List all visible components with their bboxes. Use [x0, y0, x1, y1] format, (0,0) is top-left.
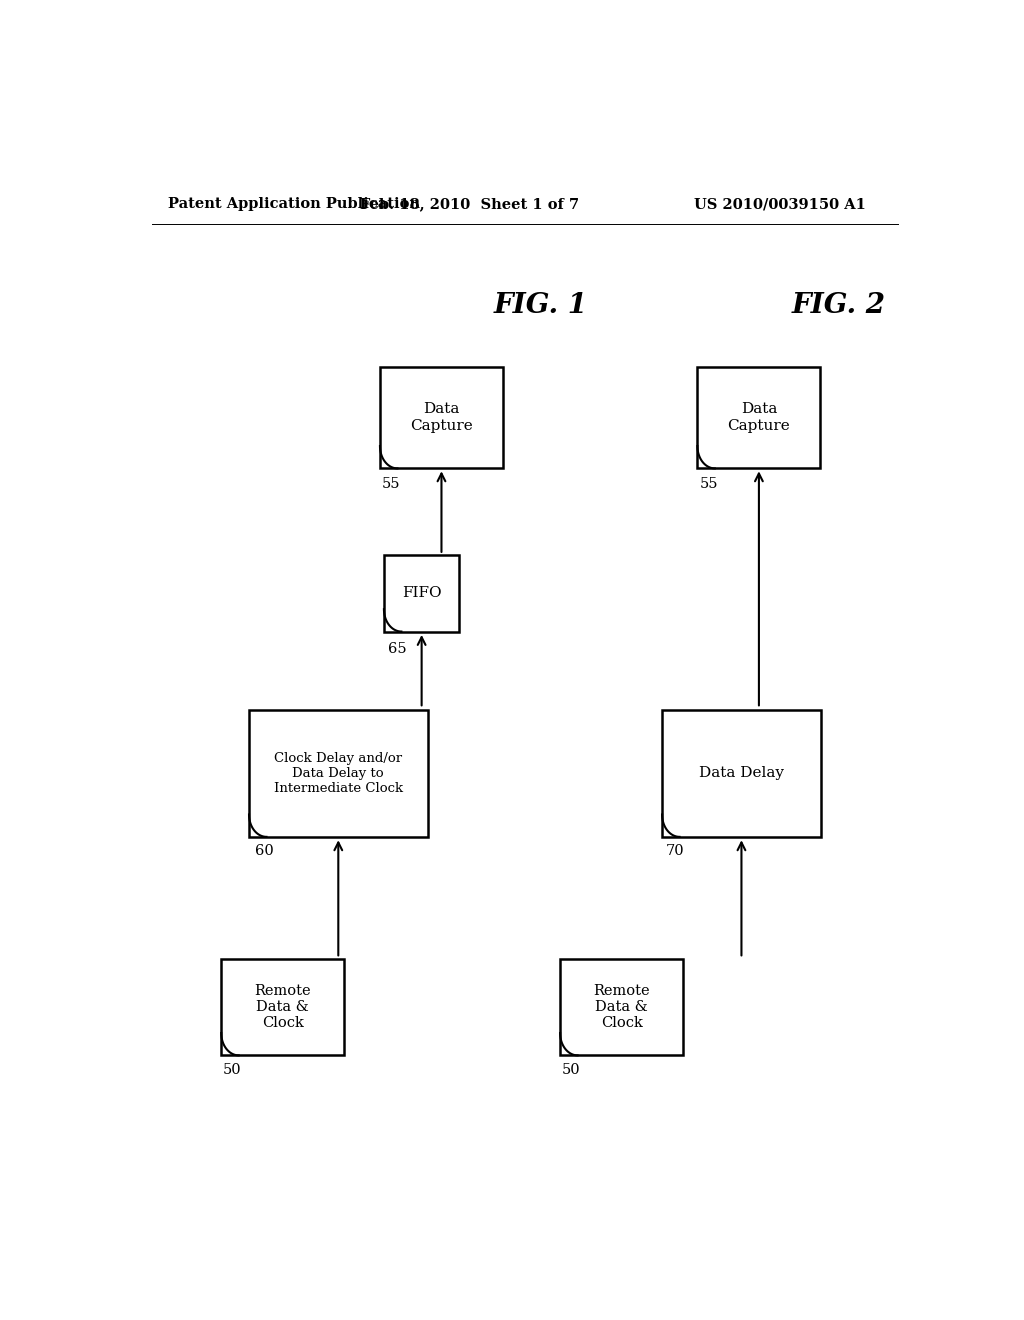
Text: US 2010/0039150 A1: US 2010/0039150 A1: [694, 197, 866, 211]
Text: Remote
Data &
Clock: Remote Data & Clock: [254, 983, 311, 1031]
Text: Remote
Data &
Clock: Remote Data & Clock: [593, 983, 650, 1031]
Bar: [249, 710, 428, 837]
Text: Data
Capture: Data Capture: [727, 403, 791, 433]
Text: 65: 65: [387, 643, 407, 656]
Text: Clock Delay and/or
Data Delay to
Intermediate Clock: Clock Delay and/or Data Delay to Interme…: [273, 752, 402, 795]
Bar: [560, 958, 683, 1056]
Text: Data
Capture: Data Capture: [410, 403, 473, 433]
Text: FIG. 2: FIG. 2: [792, 292, 886, 319]
Text: FIFO: FIFO: [401, 586, 441, 601]
Text: 50: 50: [562, 1063, 581, 1077]
Text: 55: 55: [382, 477, 400, 491]
Text: Patent Application Publication: Patent Application Publication: [168, 197, 420, 211]
Bar: [384, 556, 460, 631]
Bar: [380, 367, 503, 469]
Text: FIG. 1: FIG. 1: [494, 292, 588, 319]
Text: 70: 70: [666, 845, 685, 858]
Text: Data Delay: Data Delay: [699, 767, 784, 780]
Bar: [697, 367, 820, 469]
Text: Feb. 18, 2010  Sheet 1 of 7: Feb. 18, 2010 Sheet 1 of 7: [359, 197, 579, 211]
Text: 55: 55: [699, 477, 718, 491]
Text: 60: 60: [255, 845, 273, 858]
Text: 50: 50: [223, 1063, 242, 1077]
Bar: [663, 710, 821, 837]
Bar: [221, 958, 344, 1056]
